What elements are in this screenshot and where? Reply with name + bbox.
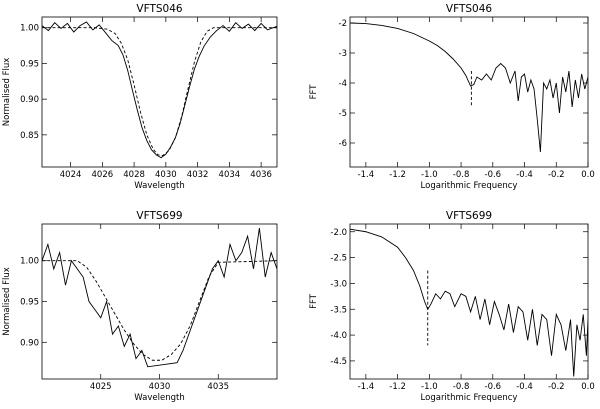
- y-tick-label: 0.90: [20, 338, 39, 348]
- y-tick-label: -2.0: [330, 228, 347, 238]
- x-axis-label: Logarithmic Frequency: [421, 393, 518, 403]
- plot-title: VFTS046: [136, 3, 182, 15]
- x-tick-label: -1.2: [389, 170, 406, 180]
- x-tick-label: 4026: [92, 170, 114, 180]
- y-tick-label: 1.00: [20, 257, 39, 267]
- panel-p3: VFTS699 4025 4030 4035 0.90 0.95 1.00 Wavelengt…: [2, 210, 278, 403]
- x-tick-label: 0.0: [581, 170, 595, 180]
- x-tick-label: -1.2: [389, 382, 406, 392]
- dashed-series-line: [42, 27, 277, 157]
- x-tick-label: -0.6: [485, 382, 502, 392]
- x-tick-label: -0.8: [453, 382, 470, 392]
- y-tick-label: -4.5: [330, 357, 347, 367]
- y-axis-label: Normalised Flux: [2, 267, 12, 336]
- y-axis-label: FFT: [309, 84, 319, 100]
- x-tick-label: -0.2: [548, 382, 565, 392]
- plot-frame: [349, 223, 589, 380]
- x-axis-label: Wavelength: [134, 393, 184, 403]
- y-tick-label: -3: [339, 49, 347, 59]
- panel-p4: VFTS699 -1.4 -1.2 -1.0 -0.8 -0.6 -0.4 -0.2 0.0 -4…: [309, 210, 595, 403]
- x-tick-label: -0.8: [453, 170, 470, 180]
- x-axis-label: Logarithmic Frequency: [421, 181, 518, 191]
- x-tick-label: 4028: [123, 170, 145, 180]
- y-axis-label: FFT: [309, 293, 319, 309]
- x-tick-label: -1.4: [358, 382, 375, 392]
- x-tick-label: 4035: [207, 382, 229, 392]
- x-tick-label: 0.0: [581, 382, 595, 392]
- x-tick-label: -1.0: [421, 382, 438, 392]
- x-tick-label: -0.4: [516, 170, 533, 180]
- x-tick-label: 4025: [90, 382, 112, 392]
- x-tick-label: 4030: [155, 170, 177, 180]
- y-tick-label: -5: [339, 109, 347, 119]
- y-tick-label: -2.5: [330, 254, 347, 264]
- y-axis-label: Normalised Flux: [2, 58, 12, 127]
- y-tick-label: 0.90: [20, 95, 39, 105]
- y-tick-label: -3.0: [330, 279, 347, 289]
- plot-title: VFTS699: [446, 210, 492, 222]
- y-tick-label: 0.95: [20, 298, 39, 308]
- plot-frame: [41, 223, 278, 380]
- y-tick-label: 1.00: [20, 24, 39, 34]
- solid-series-line: [42, 228, 277, 368]
- panel-p2: VFTS046 -1.4 -1.2 -1.0 -0.8 -0.6 -0.4 -0.2 0.0 -6…: [309, 3, 595, 191]
- y-tick-label: -6: [339, 139, 347, 149]
- y-tick-label: -2: [339, 19, 347, 29]
- plot-frame: [41, 16, 278, 168]
- x-tick-label: -1.4: [358, 170, 375, 180]
- plot-title: VFTS699: [136, 210, 182, 222]
- x-tick-label: 4030: [149, 382, 171, 392]
- x-tick-label: -0.2: [548, 170, 565, 180]
- plot-title: VFTS046: [446, 3, 492, 15]
- x-tick-label: 4024: [60, 170, 82, 180]
- x-tick-label: 4036: [250, 170, 272, 180]
- x-tick-label: 4034: [219, 170, 241, 180]
- solid-series-line: [350, 22, 588, 153]
- y-tick-label: 0.85: [20, 131, 39, 141]
- plot-frame: [349, 16, 589, 168]
- y-tick-label: -3.5: [330, 305, 347, 315]
- dashed-series-line: [42, 260, 277, 361]
- solid-series-line: [350, 228, 588, 377]
- x-tick-label: -1.0: [421, 170, 438, 180]
- x-axis-label: Wavelength: [134, 181, 184, 191]
- x-tick-label: -0.4: [516, 382, 533, 392]
- solid-series-line: [42, 21, 277, 159]
- y-tick-label: -4.0: [330, 331, 347, 341]
- y-tick-label: 0.95: [20, 59, 39, 69]
- panel-p1: VFTS046 4024 4026 4028 4030 4032 4034 4036 0.85 0…: [2, 3, 278, 191]
- x-tick-label: -0.6: [485, 170, 502, 180]
- y-tick-label: -4: [339, 79, 347, 89]
- x-tick-label: 4032: [187, 170, 209, 180]
